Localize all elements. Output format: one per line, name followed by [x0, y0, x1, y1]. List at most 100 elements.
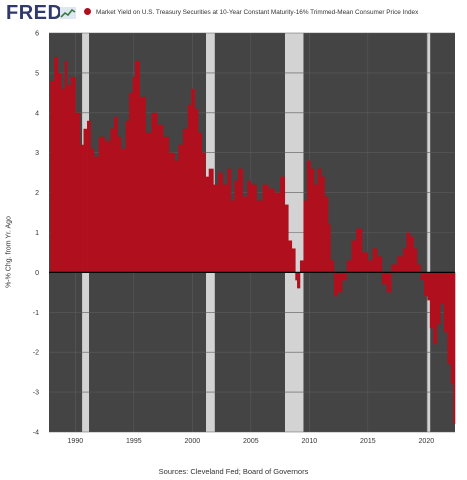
y-axis: -4 -3 -2 -1 0 1 2 3 4 5 6: [33, 31, 39, 437]
chart-header: FRED Market Yield on U.S. Treasury Secur…: [0, 0, 467, 28]
y-tick-label: 3: [35, 150, 39, 157]
data-bar: [330, 260, 335, 273]
data-bar: [174, 160, 179, 273]
data-bar: [187, 104, 192, 273]
y-tick-label: 5: [35, 70, 39, 77]
data-bar: [120, 148, 126, 273]
data-bar: [50, 80, 55, 273]
y-tick-label: 0: [35, 270, 39, 277]
data-bar: [67, 84, 71, 273]
data-bar: [413, 248, 418, 273]
data-bar: [406, 232, 411, 273]
x-tick-label: 2010: [302, 438, 318, 445]
data-bar: [423, 272, 428, 297]
source-note: Sources: Cleveland Fed; Board of Governo…: [158, 467, 309, 476]
legend: Market Yield on U.S. Treasury Securities…: [84, 8, 418, 16]
data-bar: [314, 184, 318, 273]
data-bar: [420, 272, 425, 281]
x-tick-label: 2000: [185, 438, 201, 445]
data-bar: [381, 272, 387, 285]
data-bar: [57, 72, 62, 273]
y-tick-label: 6: [35, 31, 39, 38]
data-bar: [168, 152, 176, 273]
data-bar: [83, 128, 88, 273]
data-bar: [310, 168, 315, 273]
data-bar: [194, 108, 199, 273]
data-bar: [397, 256, 404, 273]
data-bar: [104, 140, 111, 273]
data-bar: [295, 272, 298, 281]
data-bar: [201, 152, 206, 273]
data-bar: [361, 252, 369, 273]
fred-logo[interactable]: FRED: [6, 2, 63, 24]
data-bar: [234, 180, 239, 273]
data-bar: [98, 136, 105, 273]
data-bar: [409, 236, 414, 273]
data-bar: [222, 184, 228, 273]
data-bar: [436, 272, 441, 325]
data-bar: [333, 272, 338, 297]
data-bar: [288, 240, 293, 273]
data-bar: [94, 156, 100, 273]
y-tick-label: -3: [33, 390, 39, 397]
data-bar: [447, 272, 452, 365]
data-bar: [134, 60, 140, 273]
data-bar: [284, 204, 289, 273]
logo-chart-icon: [60, 7, 76, 19]
data-bar: [227, 168, 232, 273]
y-axis-label: %-% Chg. from Yr. Ago: [5, 216, 13, 288]
data-bar: [205, 176, 210, 273]
data-bar: [157, 124, 164, 273]
data-bar: [139, 96, 146, 273]
data-bar: [242, 196, 248, 273]
data-bar: [54, 56, 59, 273]
data-bar: [427, 272, 431, 301]
data-bar: [191, 88, 195, 273]
x-tick-label: 1990: [68, 438, 84, 445]
data-bar: [64, 60, 68, 273]
x-tick-label: 2015: [360, 438, 376, 445]
data-bar: [163, 136, 170, 273]
data-bar: [297, 272, 301, 289]
data-bar: [198, 132, 202, 273]
data-bar: [70, 76, 76, 273]
data-bar: [274, 192, 281, 273]
data-bar: [145, 132, 152, 273]
data-bar: [237, 168, 243, 273]
legend-label: Market Yield on U.S. Treasury Securities…: [96, 9, 419, 16]
data-bar: [391, 264, 398, 273]
data-bar: [328, 224, 331, 273]
data-bar: [218, 172, 224, 273]
data-bar: [256, 200, 263, 273]
data-bar: [342, 272, 348, 281]
data-bar: [291, 248, 296, 273]
legend-marker: [84, 8, 91, 15]
x-tick-label: 1995: [126, 438, 142, 445]
data-bar: [433, 272, 438, 345]
data-bar: [280, 176, 286, 273]
data-bar: [377, 256, 383, 273]
data-bar: [213, 184, 219, 273]
data-bar: [450, 272, 454, 385]
data-bar: [113, 116, 118, 273]
data-bar: [182, 128, 188, 273]
data-bar: [110, 128, 115, 273]
data-bar: [324, 196, 329, 273]
data-bar: [416, 264, 421, 273]
data-bar: [230, 200, 235, 273]
data-bar: [117, 136, 122, 273]
data-bar: [351, 240, 357, 273]
data-bar: [151, 112, 158, 273]
data-bar: [402, 248, 407, 273]
data-bar: [268, 188, 275, 273]
data-bar: [250, 184, 257, 273]
data-bar: [178, 144, 184, 273]
x-tick-label: 2020: [419, 438, 435, 445]
data-bar: [80, 144, 84, 273]
data-bar: [367, 260, 373, 273]
y-tick-label: -4: [33, 430, 39, 437]
data-bar: [247, 180, 252, 273]
data-bar: [208, 168, 214, 273]
data-bar: [61, 88, 66, 273]
